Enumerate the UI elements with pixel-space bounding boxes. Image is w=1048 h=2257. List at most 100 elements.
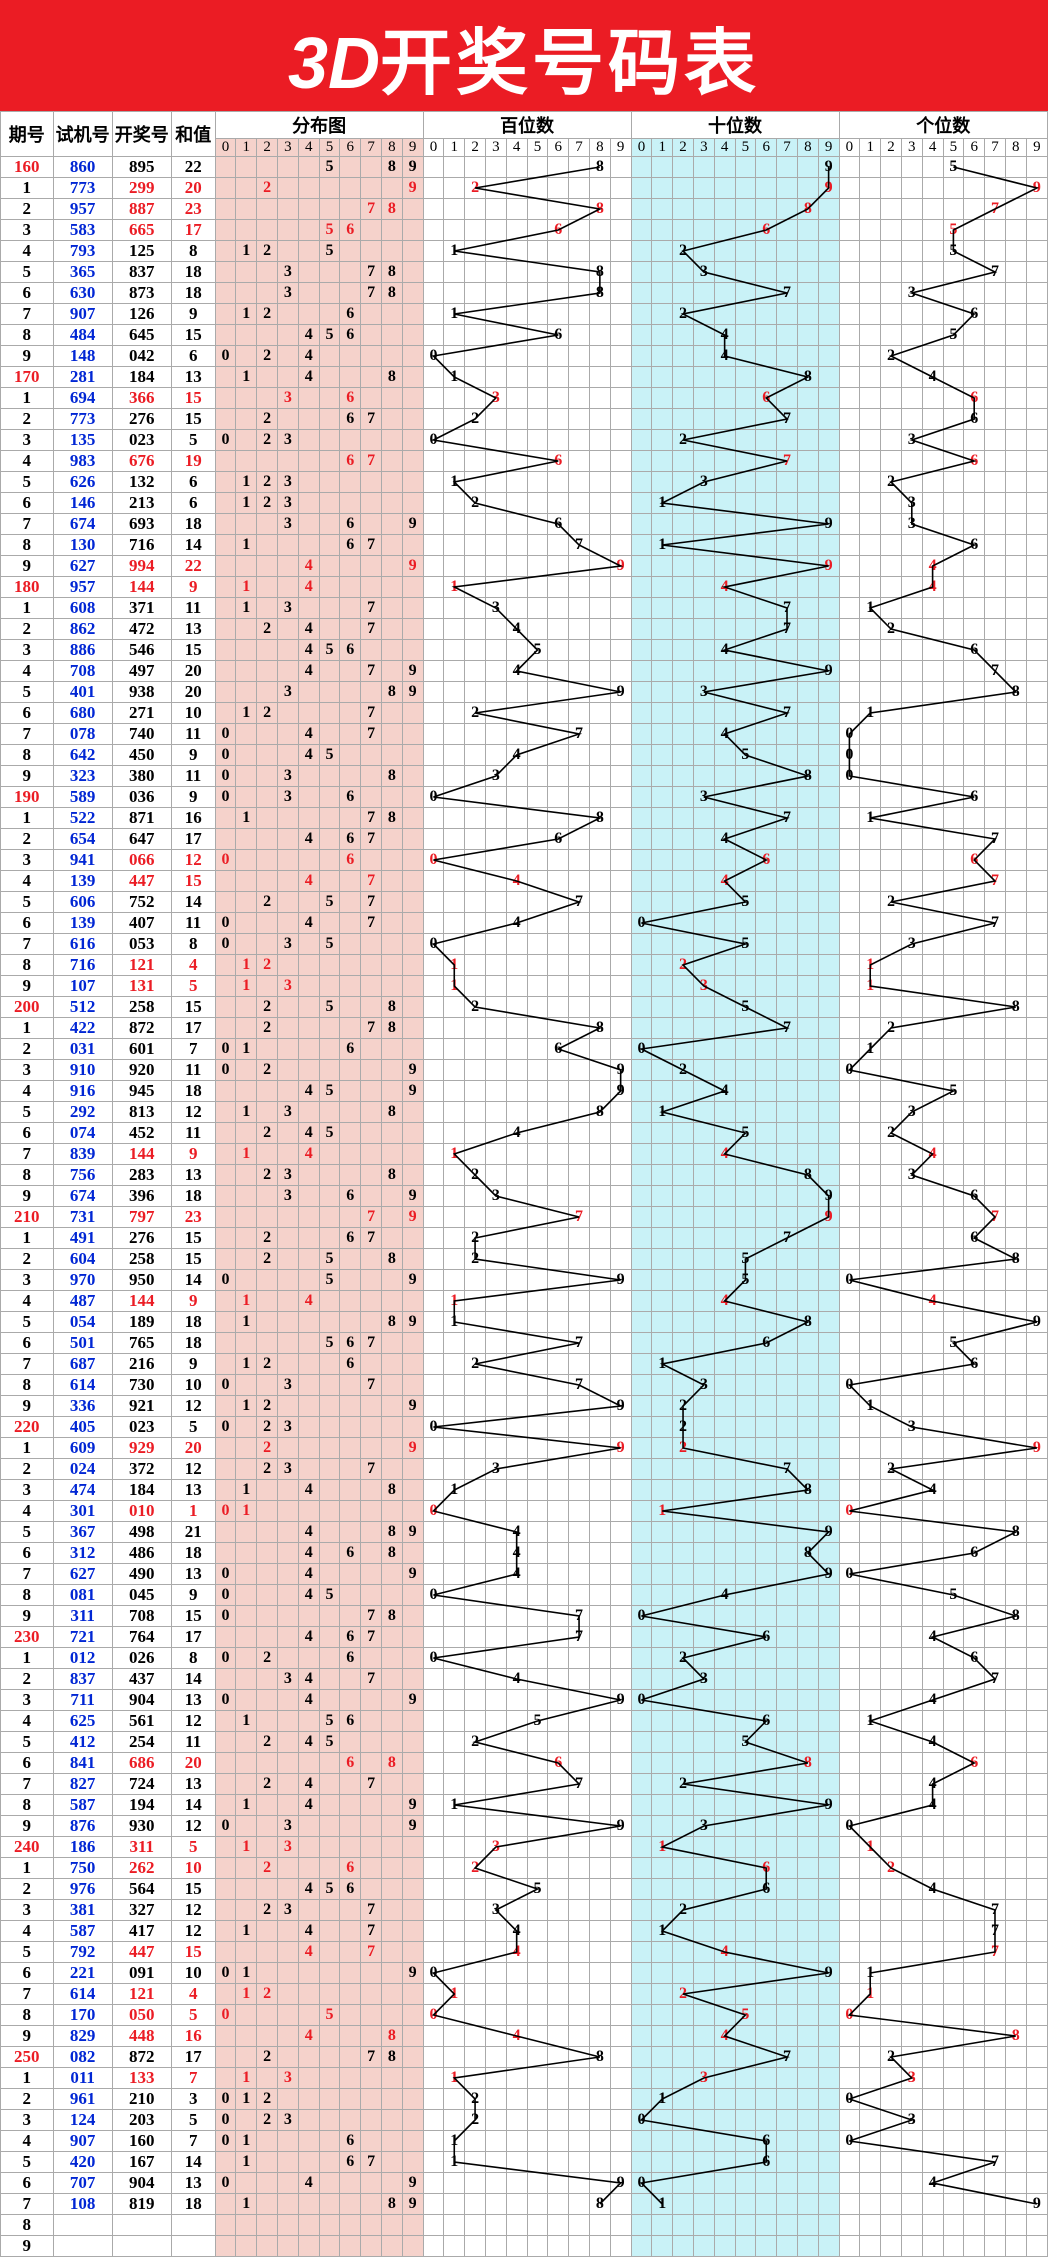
cell-tens [652, 2026, 673, 2047]
cell-ones [1005, 451, 1026, 472]
cell-dist [319, 1606, 340, 1627]
cell-sum: 7 [171, 2068, 215, 2089]
cell-dist [278, 1312, 299, 1333]
cell-try: 721 [53, 1627, 112, 1648]
cell-sum: 13 [171, 2173, 215, 2194]
cell-hundreds [506, 1858, 527, 1879]
cell-tens: 5 [735, 892, 756, 913]
cell-dist [298, 409, 319, 430]
cell-hundreds [610, 1879, 631, 1900]
cell-dist [298, 2005, 319, 2026]
cell-period: 1 [1, 1228, 54, 1249]
cell-dist [381, 2152, 402, 2173]
cell-hundreds [444, 514, 465, 535]
cell-tens [735, 955, 756, 976]
cell-hundreds [569, 1270, 590, 1291]
cell-ones [860, 472, 881, 493]
cell-hundreds [423, 556, 444, 577]
cell-dist: 7 [361, 1018, 382, 1039]
cell-hundreds [610, 913, 631, 934]
cell-hundreds [527, 1186, 548, 1207]
cell-ones [1026, 1039, 1047, 1060]
cell-dist [402, 451, 423, 472]
cell-ones [839, 2068, 860, 2089]
cell-hundreds: 9 [610, 1081, 631, 1102]
cell-hundreds [527, 535, 548, 556]
cell-dist [381, 493, 402, 514]
cell-tens [673, 766, 694, 787]
cell-ones [881, 1585, 902, 1606]
cell-ones [901, 2047, 922, 2068]
cell-tens [818, 850, 839, 871]
cell-tens [673, 1522, 694, 1543]
cell-tens [652, 2005, 673, 2026]
cell-hundreds [506, 451, 527, 472]
cell-dist [278, 1501, 299, 1522]
cell-draw: 276 [112, 1228, 171, 1249]
cell-ones [985, 178, 1006, 199]
cell-hundreds [485, 1984, 506, 2005]
cell-dist: 5 [319, 892, 340, 913]
cell-tens [714, 388, 735, 409]
cell-hundreds [444, 1039, 465, 1060]
cell-dist [278, 913, 299, 934]
cell-hundreds [610, 1963, 631, 1984]
cell-tens [756, 1963, 777, 1984]
cell-ones [881, 1900, 902, 1921]
cell-ones [881, 745, 902, 766]
cell-draw: 945 [112, 1081, 171, 1102]
cell-hundreds [569, 2068, 590, 2089]
cell-period: 7 [1, 934, 54, 955]
cell-ones [964, 1669, 985, 1690]
cell-ones [1026, 1333, 1047, 1354]
cell-dist [236, 1543, 257, 1564]
cell-hundreds [610, 2236, 631, 2257]
cell-try: 148 [53, 346, 112, 367]
cell-ones [964, 1081, 985, 1102]
cell-dist: 4 [298, 1942, 319, 1963]
cell-try: 839 [53, 1144, 112, 1165]
cell-tens [631, 2047, 652, 2068]
cell-tens [652, 1669, 673, 1690]
table-row: 283743714347437 [1, 1669, 1048, 1690]
cell-tens: 4 [714, 1942, 735, 1963]
cell-ones [1005, 346, 1026, 367]
cell-hundreds: 3 [485, 1459, 506, 1480]
cell-tens [735, 577, 756, 598]
cell-tens [714, 1690, 735, 1711]
cell-draw: 752 [112, 892, 171, 913]
cell-hundreds [485, 1480, 506, 1501]
cell-ones [860, 2173, 881, 2194]
cell-dist [257, 976, 278, 997]
cell-draw: 216 [112, 1354, 171, 1375]
cell-dist: 2 [257, 304, 278, 325]
cell-hundreds [485, 640, 506, 661]
cell-tens [631, 1123, 652, 1144]
cell-dist [381, 871, 402, 892]
cell-hundreds [610, 1123, 631, 1144]
cell-try [53, 2215, 112, 2236]
cell-ones [1026, 1900, 1047, 1921]
cell-dist [257, 1522, 278, 1543]
cell-hundreds [610, 1501, 631, 1522]
cell-sum: 8 [171, 1648, 215, 1669]
cell-ones [943, 472, 964, 493]
cell-tens [714, 787, 735, 808]
cell-ones [1026, 640, 1047, 661]
cell-dist: 0 [215, 1375, 236, 1396]
cell-tens: 4 [714, 829, 735, 850]
cell-ones [839, 1123, 860, 1144]
cell-try: 412 [53, 1732, 112, 1753]
cell-period: 3 [1, 1690, 54, 1711]
cell-tens [652, 787, 673, 808]
cell-tens [693, 1438, 714, 1459]
cell-tens [714, 766, 735, 787]
cell-tens [631, 1585, 652, 1606]
cell-tens [693, 1228, 714, 1249]
cell-dist: 6 [340, 640, 361, 661]
cell-hundreds [506, 1732, 527, 1753]
cell-sum: 13 [171, 1564, 215, 1585]
cell-tens: 4 [714, 1144, 735, 1165]
cell-hundreds [485, 2005, 506, 2026]
cell-dist [402, 619, 423, 640]
